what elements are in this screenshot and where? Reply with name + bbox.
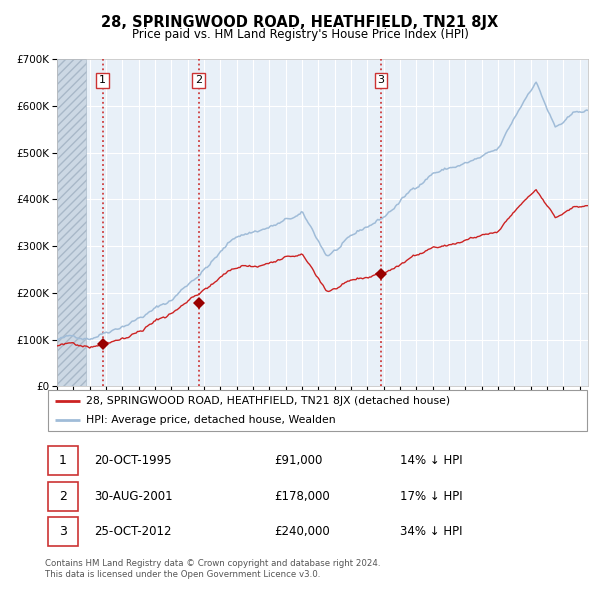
Text: 28, SPRINGWOOD ROAD, HEATHFIELD, TN21 8JX (detached house): 28, SPRINGWOOD ROAD, HEATHFIELD, TN21 8J…: [86, 396, 450, 406]
Text: This data is licensed under the Open Government Licence v3.0.: This data is licensed under the Open Gov…: [45, 571, 320, 579]
FancyBboxPatch shape: [48, 390, 587, 431]
Bar: [57, 59, 86, 386]
Bar: [57, 59, 86, 386]
Text: 17% ↓ HPI: 17% ↓ HPI: [400, 490, 463, 503]
Text: 1: 1: [59, 454, 67, 467]
Text: 34% ↓ HPI: 34% ↓ HPI: [400, 525, 463, 538]
Text: 14% ↓ HPI: 14% ↓ HPI: [400, 454, 463, 467]
Text: 3: 3: [377, 76, 385, 86]
Text: Price paid vs. HM Land Registry's House Price Index (HPI): Price paid vs. HM Land Registry's House …: [131, 28, 469, 41]
Text: 25-OCT-2012: 25-OCT-2012: [94, 525, 172, 538]
Text: £178,000: £178,000: [274, 490, 330, 503]
Text: 3: 3: [59, 525, 67, 538]
Text: 20-OCT-1995: 20-OCT-1995: [94, 454, 172, 467]
Text: 1: 1: [99, 76, 106, 86]
Text: HPI: Average price, detached house, Wealden: HPI: Average price, detached house, Weal…: [86, 415, 335, 425]
Text: £91,000: £91,000: [274, 454, 323, 467]
Text: 2: 2: [59, 490, 67, 503]
Text: £240,000: £240,000: [274, 525, 330, 538]
Text: 2: 2: [195, 76, 202, 86]
FancyBboxPatch shape: [48, 517, 78, 546]
Text: Contains HM Land Registry data © Crown copyright and database right 2024.: Contains HM Land Registry data © Crown c…: [45, 559, 380, 568]
FancyBboxPatch shape: [48, 482, 78, 510]
FancyBboxPatch shape: [48, 447, 78, 475]
Text: 28, SPRINGWOOD ROAD, HEATHFIELD, TN21 8JX: 28, SPRINGWOOD ROAD, HEATHFIELD, TN21 8J…: [101, 15, 499, 30]
Text: 30-AUG-2001: 30-AUG-2001: [94, 490, 173, 503]
